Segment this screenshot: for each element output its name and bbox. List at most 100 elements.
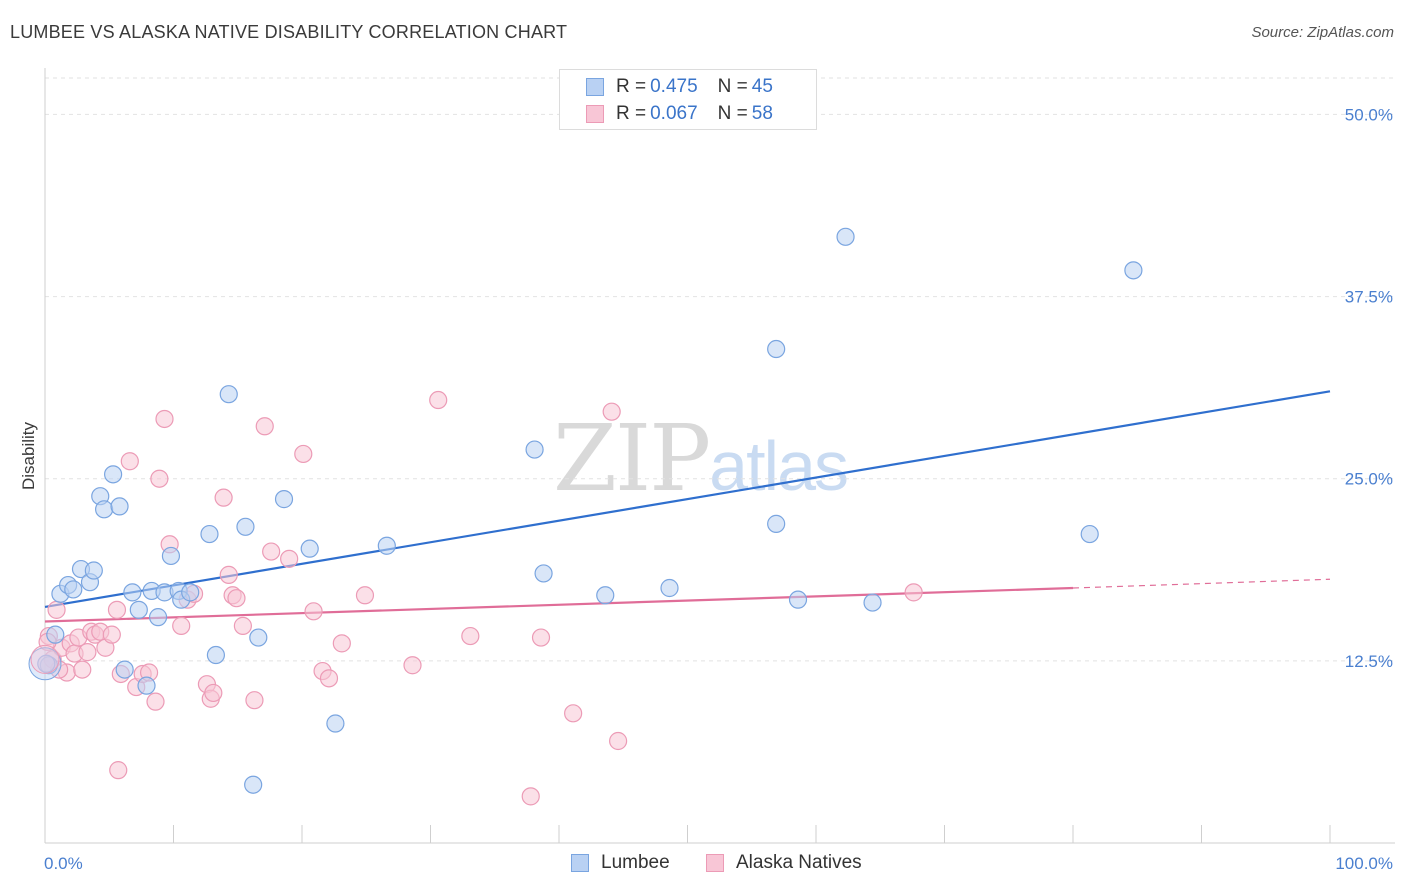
lumbee-point (244, 775, 263, 794)
legend: R = 0.475 N = 45 R = 0.067 N = 58 (559, 69, 817, 130)
alaska-point (102, 625, 121, 644)
lumbee-point (1080, 524, 1099, 544)
lumbee-point (161, 546, 181, 566)
lumbee-point (181, 583, 200, 602)
y-tick-label: 25.0% (1345, 470, 1393, 489)
alaska-point (280, 549, 299, 568)
alaska-point (146, 692, 165, 711)
alaska-point (602, 402, 621, 421)
alaska-swatch (706, 854, 724, 872)
alaska-point (172, 616, 191, 635)
alaska-point (332, 634, 351, 653)
lumbee-point (236, 517, 255, 536)
lumbee-point (534, 564, 553, 583)
y-tick-label: 12.5% (1345, 652, 1393, 671)
lumbee-point (84, 561, 103, 580)
lumbee-point (767, 514, 786, 533)
y-axis-label: Disability (19, 421, 38, 490)
watermark: ZIPatlas (553, 405, 849, 512)
legend-r-label: R = (616, 76, 647, 97)
legend-r-value: 0.475 (650, 76, 698, 97)
lumbee-point (300, 539, 319, 558)
lumbee-point (110, 497, 129, 516)
lumbee-point (525, 440, 544, 459)
x-tick-label: 100.0% (1335, 854, 1393, 873)
legend-n-value: 58 (751, 103, 773, 124)
lumbee-label: Lumbee (601, 852, 670, 873)
axes (44, 68, 1395, 844)
alaska-point (107, 600, 127, 619)
alaska-point (904, 583, 923, 602)
alaska-trend-extension (1072, 578, 1331, 589)
alaska-point (150, 469, 169, 488)
alaska-point (564, 704, 583, 723)
lumbee-point (219, 385, 238, 404)
legend-r-value: 0.067 (650, 103, 698, 124)
alaska-point (355, 586, 375, 605)
alaska-point (30, 644, 60, 674)
chart-title: LUMBEE VS ALASKA NATIVE DISABILITY CORRE… (10, 22, 568, 42)
alaska-point (73, 660, 92, 679)
alaska-point (245, 691, 264, 710)
lumbee-point (104, 465, 123, 484)
alaska-point (403, 656, 422, 675)
alaska-trend-line (44, 586, 1074, 623)
lumbee-point (660, 578, 679, 598)
lumbee-trend-line (44, 390, 1331, 609)
lumbee-point (28, 647, 62, 681)
alaska-point (219, 565, 238, 584)
alaska-swatch (586, 105, 604, 123)
alaska-point (319, 669, 339, 688)
alaska-point (304, 602, 323, 621)
y-tick-label: 37.5% (1345, 288, 1393, 307)
lumbee-point (863, 593, 882, 612)
lumbee-swatch (586, 78, 604, 96)
legend-row-alaska: R = 0.067 N = 58 (586, 103, 773, 125)
alaska-point (109, 761, 128, 780)
alaska-point (47, 600, 66, 619)
x-tick-label: 0.0% (44, 854, 83, 873)
alaska-point (521, 787, 540, 806)
lumbee-point (46, 625, 65, 644)
bottom-legend-alaska: Alaska Natives (706, 852, 862, 874)
y-tick-label: 50.0% (1345, 105, 1393, 124)
lumbee-point (37, 654, 56, 673)
lumbee-point (137, 676, 156, 695)
alaska-point (204, 683, 223, 703)
lumbee-point (115, 660, 134, 679)
lumbee-point (767, 339, 786, 359)
source-label: Source: ZipAtlas.com (1251, 24, 1394, 41)
alaska-point (227, 589, 246, 608)
lumbee-point (129, 600, 148, 619)
lumbee-swatch (571, 854, 589, 872)
lumbee-point (249, 628, 268, 647)
alaska-point (461, 626, 480, 646)
alaska-point (531, 628, 551, 647)
lumbee-point (377, 536, 396, 555)
watermark-zip: ZIP (553, 405, 711, 512)
alaska-point (78, 643, 97, 662)
legend-n-value: 45 (751, 76, 773, 97)
legend-r-label: R = (616, 103, 647, 124)
alaska-point (609, 731, 628, 751)
alaska-point (255, 417, 274, 436)
legend-n-label: N = (717, 76, 748, 97)
legend-row-lumbee: R = 0.475 N = 45 (586, 76, 773, 98)
lumbee-point (1124, 261, 1143, 280)
alaska-label: Alaska Natives (736, 852, 862, 873)
lumbee-point (200, 524, 219, 544)
lumbee-point (148, 608, 168, 627)
alaska-point (155, 409, 174, 429)
lumbee-point (123, 583, 142, 602)
alaska-point (214, 488, 233, 507)
lumbee-point (206, 645, 226, 665)
bottom-legend-lumbee: Lumbee (571, 852, 670, 874)
alaska-point (120, 452, 139, 471)
lumbee-point (788, 590, 808, 609)
tick-labels: 12.5% 25.0% 37.5% 50.0% 0.0% 100.0% Disability (19, 105, 1393, 873)
lumbee-point (836, 227, 855, 246)
alaska-point (262, 542, 281, 561)
lumbee-point (64, 580, 83, 599)
lumbee-point (596, 586, 615, 605)
